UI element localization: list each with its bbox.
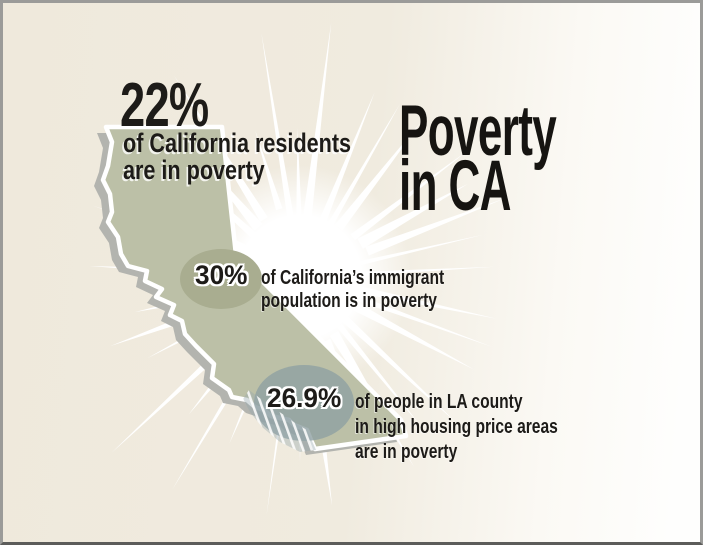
stat-22-description: of California residents are in poverty [123,130,351,184]
page-title: Poverty in CA [399,92,557,226]
california-map-graphic [89,22,504,515]
stat-30-line2: population is in poverty [261,290,437,312]
immigrant-stat-circle [180,249,262,309]
stat-269-line3: are in poverty [355,441,458,463]
stat-30-line1: of California’s immigrant [261,267,445,289]
page-title-line2: in CA [399,147,511,226]
la-county-hatch-area [243,390,316,452]
stat-269-line1: of people in LA county [355,391,523,413]
stat-30-description: of California’s immigrant population is … [261,267,444,313]
stat-30-value: 30% [195,260,248,290]
stat-22-line2: are in poverty [123,155,265,185]
stat-269-description: of people in LA county in high housing p… [355,390,558,465]
stat-269-line2: in high housing price areas [355,416,558,438]
stat-22-line1: of California residents [123,128,352,158]
page-title-line1: Poverty [399,92,557,171]
stat-269-value: 26.9% [267,383,342,413]
stat-22-value: 22% [120,71,209,140]
